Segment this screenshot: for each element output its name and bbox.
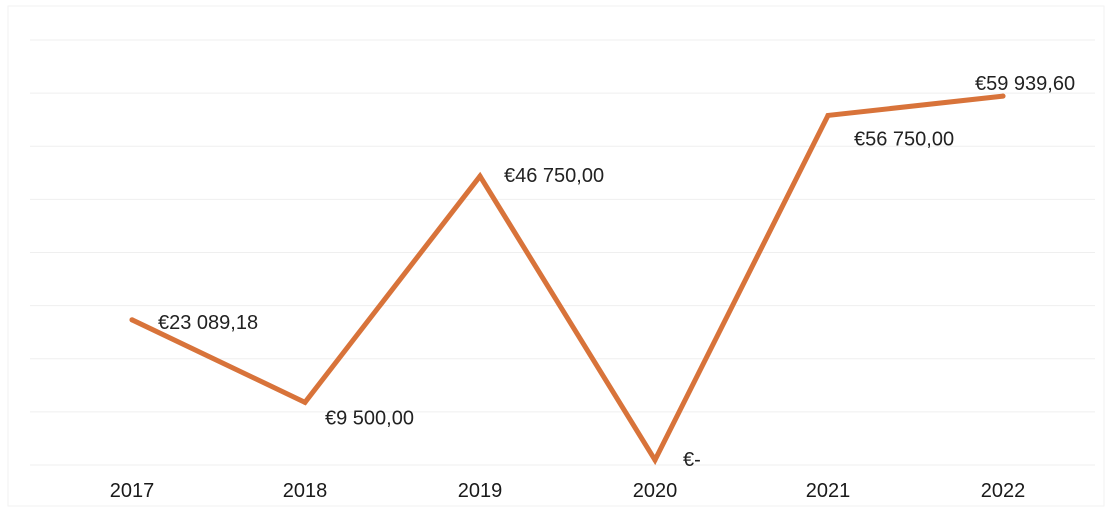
chart-frame	[7, 5, 1105, 507]
data-label: €-	[683, 449, 701, 471]
x-tick-label: 2017	[110, 480, 155, 502]
series-layer	[129, 93, 1006, 466]
data-point	[477, 173, 483, 179]
data-labels: €23 089,18 €9 500,00 €46 750,00 €- €56 750,0…	[158, 73, 1075, 471]
data-point	[302, 399, 308, 405]
x-tick-label: 2020	[633, 480, 678, 502]
x-tick-label: 2019	[458, 480, 503, 502]
data-label: €46 750,00	[504, 165, 604, 187]
x-axis-ticks: 2017 2018 2019 2020 2021 2022	[110, 480, 1026, 502]
series-line	[129, 93, 1006, 466]
data-label: €56 750,00	[854, 128, 954, 150]
data-point	[129, 317, 135, 323]
x-tick-label: 2021	[806, 480, 851, 502]
data-point	[825, 112, 831, 118]
x-tick-label: 2022	[981, 480, 1026, 502]
x-tick-label: 2018	[283, 480, 328, 502]
data-point	[652, 457, 658, 463]
data-label: €59 939,60	[975, 73, 1075, 95]
data-label: €9 500,00	[325, 407, 414, 429]
data-point	[1000, 93, 1006, 99]
data-label: €23 089,18	[158, 312, 258, 334]
